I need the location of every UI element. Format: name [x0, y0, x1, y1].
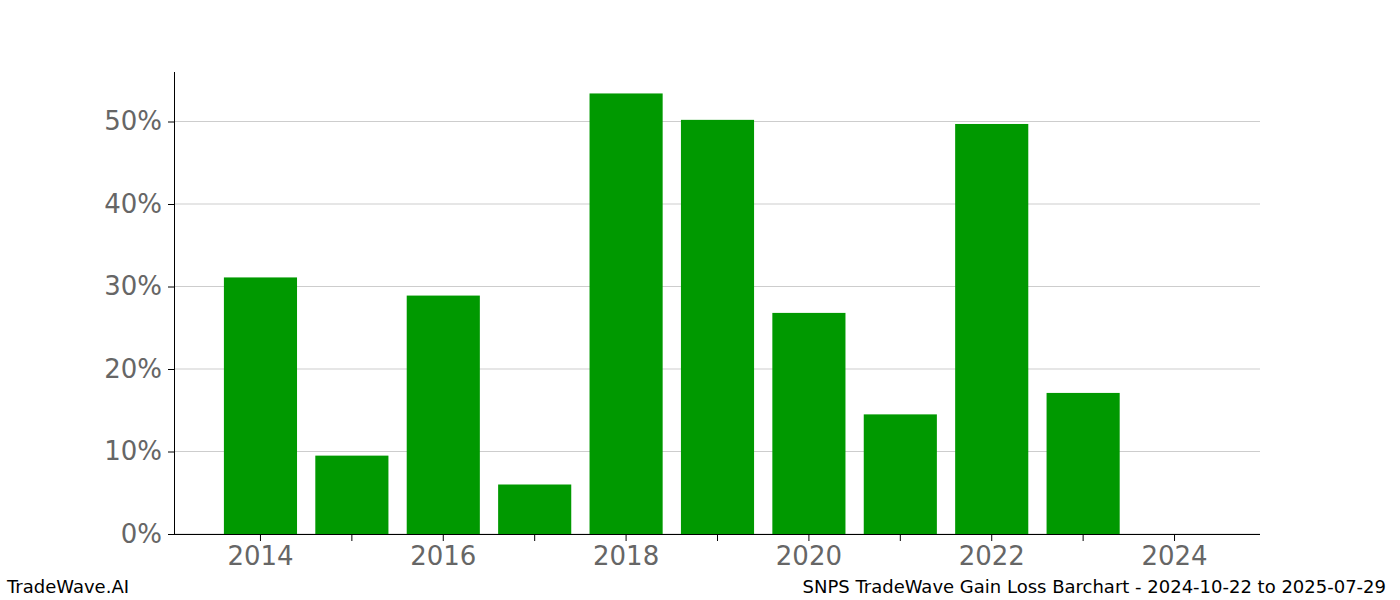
source: TradeWave.AI [6, 576, 129, 597]
y-axis-line [174, 72, 175, 534]
y-tick: 40% [104, 189, 175, 219]
y-tick-mark [168, 122, 175, 123]
x-tick-mark [991, 534, 992, 541]
bars [224, 93, 1120, 534]
x-tick: 2024 [1141, 534, 1207, 571]
bar [955, 124, 1028, 534]
plot: 2014 2016 2018 2020 2022 2024 0% 10% 20% 30% 40% 50… [104, 72, 1260, 571]
y-tick-label: 10% [104, 436, 162, 466]
y-tick-label: 50% [104, 106, 162, 136]
bar [315, 456, 388, 534]
x-tick-label: 2018 [593, 541, 659, 571]
x-tick: 2020 [776, 534, 842, 571]
y-tick-mark [168, 369, 175, 370]
y-tick-label: 30% [104, 271, 162, 301]
bar [224, 277, 297, 534]
bar [498, 485, 571, 535]
x-tick [351, 534, 352, 541]
y-tick-mark [168, 287, 175, 288]
bar [1047, 393, 1120, 534]
x-tick-mark [626, 534, 627, 541]
x-tick-label: 2024 [1141, 541, 1207, 571]
x-tick-mark [351, 534, 352, 541]
x-tick-mark [900, 534, 901, 541]
y-axis: 0% 10% 20% 30% 40% 50% [104, 72, 175, 549]
y-tick-label: 20% [104, 354, 162, 384]
x-tick-mark [717, 534, 718, 541]
y-tick: 50% [104, 106, 175, 136]
x-tick-mark [534, 534, 535, 541]
x-tick [1083, 534, 1084, 541]
y-tick: 20% [104, 354, 175, 384]
bar [681, 120, 754, 534]
x-tick: 2022 [959, 534, 1025, 571]
x-tick-label: 2014 [227, 541, 293, 571]
y-tick: 10% [104, 436, 175, 466]
x-tick-mark [443, 534, 444, 541]
y-tick-mark [168, 204, 175, 205]
x-tick-label: 2022 [959, 541, 1025, 571]
bar [864, 414, 937, 534]
x-tick: 2014 [227, 534, 293, 571]
y-tick: 0% [121, 519, 175, 549]
x-tick: 2018 [593, 534, 659, 571]
bar [772, 313, 845, 534]
x-tick-mark [1174, 534, 1175, 541]
title: SNPS TradeWave Gain Loss Barchart - 2024… [803, 576, 1386, 597]
x-tick: 2016 [410, 534, 476, 571]
y-tick-label: 40% [104, 189, 162, 219]
x-tick-mark [808, 534, 809, 541]
x-tick-mark [260, 534, 261, 541]
bar [590, 93, 663, 534]
y-tick-mark [168, 452, 175, 453]
x-axis: 2014 2016 2018 2020 2022 2024 [175, 534, 1260, 571]
x-tick [900, 534, 901, 541]
x-tick [717, 534, 718, 541]
x-tick-label: 2020 [776, 541, 842, 571]
y-tick-mark [168, 534, 175, 535]
x-tick-label: 2016 [410, 541, 476, 571]
y-tick-label: 0% [121, 519, 162, 549]
bar [407, 296, 480, 534]
y-tick: 30% [104, 271, 175, 301]
chart: 2014 2016 2018 2020 2022 2024 0% 10% 20% 30% 40% 50… [0, 0, 1400, 600]
x-tick-mark [1083, 534, 1084, 541]
x-tick [534, 534, 535, 541]
